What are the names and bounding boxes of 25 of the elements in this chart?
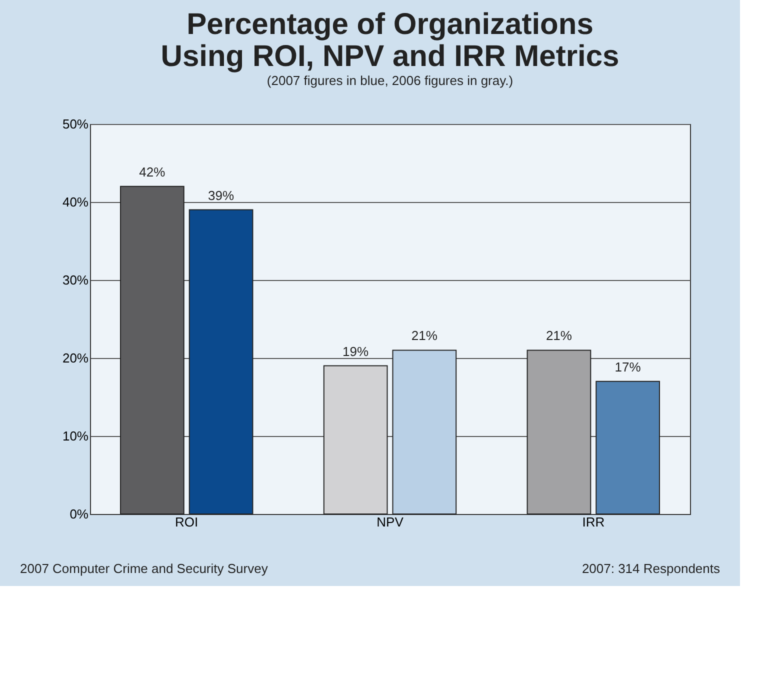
bar	[596, 380, 660, 514]
bar	[392, 350, 457, 514]
y-tick-label: 50%	[62, 116, 89, 132]
bar	[188, 209, 254, 514]
data-label: 21%	[411, 328, 438, 344]
text: Percentage of Organizations	[186, 8, 594, 41]
data-label: 39%	[208, 188, 234, 203]
data-label: 21%	[546, 328, 572, 344]
data-label: 17%	[614, 359, 642, 374]
bar	[526, 350, 592, 514]
y-tick-label: 10%	[62, 428, 89, 444]
text: 2007 Computer Crime and Security Survey	[20, 561, 268, 576]
x-tick-label: IRR	[582, 514, 605, 530]
y-tick-label: 0%	[70, 506, 89, 522]
data-label: 42%	[139, 164, 166, 180]
x-tick-label: ROI	[175, 514, 198, 530]
y-tick-label: 30%	[62, 272, 89, 288]
data-label: 19%	[342, 344, 370, 359]
y-tick-label: 20%	[62, 350, 89, 366]
bar	[323, 365, 388, 514]
text: Using ROI, NPV and IRR Metrics	[160, 40, 620, 73]
y-tick-label: 40%	[62, 194, 89, 210]
text: 2007: 314 Respondents	[582, 561, 720, 576]
x-tick-label: NPV	[376, 514, 404, 530]
chart-subtitle: (2007 figures in blue, 2006 figures in gray.)	[266, 73, 514, 88]
